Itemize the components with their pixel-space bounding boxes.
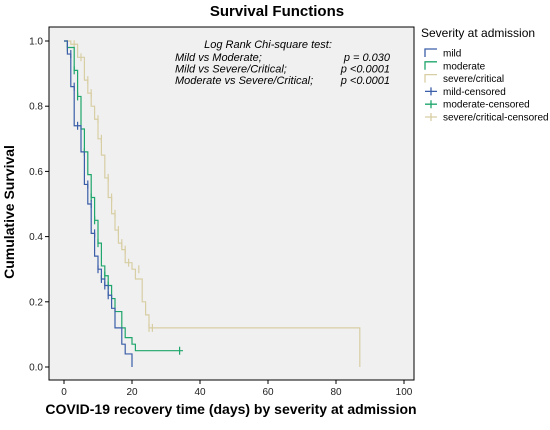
y-tick-label: 0.0 xyxy=(29,363,43,374)
annotation-comparison: Moderate vs Severe/Critical; xyxy=(175,75,313,87)
legend-label-moderate-censored: moderate-censored xyxy=(443,100,530,111)
legend-label-moderate: moderate xyxy=(443,61,486,72)
x-tick-label: 60 xyxy=(262,387,274,398)
logrank-annotation: Log Rank Chi-square test:Mild vs Moderat… xyxy=(175,39,391,87)
y-tick-label: 0.2 xyxy=(29,297,43,308)
annotation-p-value: p <0.0001 xyxy=(340,64,390,76)
x-tick-label: 40 xyxy=(194,387,206,398)
annotation-comparison: Mild vs Severe/Critical; xyxy=(175,64,287,76)
annotation-p-value: p <0.0001 xyxy=(340,75,390,87)
legend-swatch-mild-censored xyxy=(425,87,437,96)
series xyxy=(64,40,361,367)
x-tick-label: 100 xyxy=(396,387,413,398)
x-axis-title: COVID-19 recovery time (days) by severit… xyxy=(45,401,416,417)
legend-label-severe-critical: severe/critical xyxy=(443,74,504,85)
annotation-p-value: p = 0.030 xyxy=(343,52,391,64)
legend-swatch-mild xyxy=(424,48,437,57)
legend-swatch-moderate xyxy=(424,61,437,70)
plot-background xyxy=(48,26,415,381)
legend-swatch-severe-critical xyxy=(424,73,437,83)
annotation-comparison: Mild vs Moderate; xyxy=(175,52,262,64)
y-tick-label: 0.4 xyxy=(29,232,43,243)
y-tick-label: 1.0 xyxy=(29,37,43,48)
legend-swatch-moderate-censored xyxy=(425,100,437,109)
axes: 0 20 40 60 80 100 0.0 0.2 0.4 0.6 0.8 1.0 xyxy=(29,37,413,399)
legend-label-mild: mild xyxy=(443,49,461,60)
chart-title: Survival Functions xyxy=(210,3,344,20)
y-axis-title: Cumulative Survival xyxy=(1,145,17,279)
y-tick-label: 0.6 xyxy=(29,167,43,178)
x-tick-label: 20 xyxy=(126,387,138,398)
y-tick-label: 0.8 xyxy=(29,102,43,113)
x-tick-label: 0 xyxy=(61,387,67,398)
legend-label-mild-censored: mild-censored xyxy=(443,87,506,98)
annotation-heading: Log Rank Chi-square test: xyxy=(204,39,332,51)
legend-swatch-severe-critical-censored xyxy=(425,113,437,121)
legend-label-severe-critical-censored: severe/critical-censored xyxy=(443,113,549,124)
mild-curve xyxy=(64,40,133,367)
x-tick-label: 80 xyxy=(330,387,342,398)
legend-title: Severity at admission xyxy=(421,26,535,40)
